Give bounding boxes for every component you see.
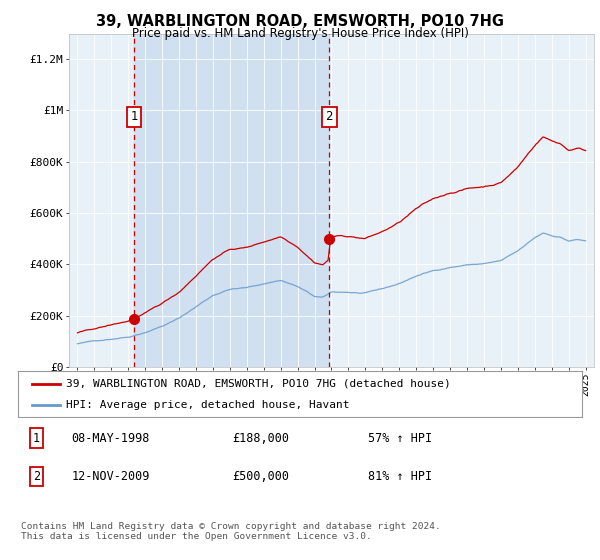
Text: £188,000: £188,000 xyxy=(232,432,289,445)
Text: Price paid vs. HM Land Registry's House Price Index (HPI): Price paid vs. HM Land Registry's House … xyxy=(131,27,469,40)
Text: 12-NOV-2009: 12-NOV-2009 xyxy=(71,470,150,483)
Text: HPI: Average price, detached house, Havant: HPI: Average price, detached house, Hava… xyxy=(66,400,349,410)
Text: 39, WARBLINGTON ROAD, EMSWORTH, PO10 7HG (detached house): 39, WARBLINGTON ROAD, EMSWORTH, PO10 7HG… xyxy=(66,379,451,389)
Text: 1: 1 xyxy=(130,110,138,123)
Text: 1: 1 xyxy=(33,432,40,445)
Text: Contains HM Land Registry data © Crown copyright and database right 2024.
This d: Contains HM Land Registry data © Crown c… xyxy=(21,522,441,542)
Text: 08-MAY-1998: 08-MAY-1998 xyxy=(71,432,150,445)
Text: 39, WARBLINGTON ROAD, EMSWORTH, PO10 7HG: 39, WARBLINGTON ROAD, EMSWORTH, PO10 7HG xyxy=(96,14,504,29)
Text: 2: 2 xyxy=(326,110,333,123)
Bar xyxy=(134,34,329,367)
Text: 57% ↑ HPI: 57% ↑ HPI xyxy=(368,432,432,445)
Text: 81% ↑ HPI: 81% ↑ HPI xyxy=(368,470,432,483)
Text: 2: 2 xyxy=(33,470,40,483)
Text: £500,000: £500,000 xyxy=(232,470,289,483)
